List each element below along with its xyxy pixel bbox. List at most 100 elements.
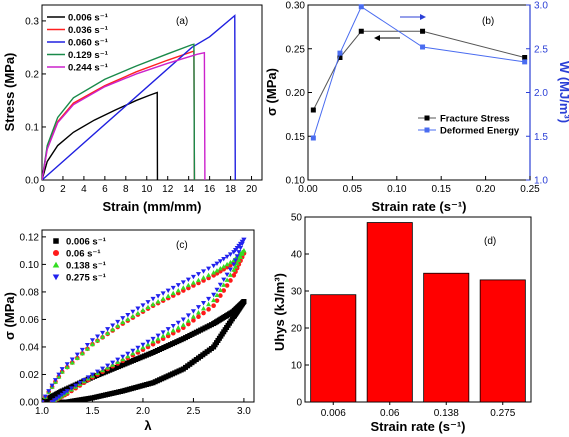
panel-c-point — [221, 277, 227, 283]
panel-b-xlabel: Strain rate (s⁻¹) — [372, 199, 467, 214]
panel-a-ylabel: Stress (MPa) — [2, 53, 17, 132]
panel-c-point — [120, 354, 126, 360]
panel-c-point — [211, 270, 217, 275]
panel-c-point — [150, 336, 156, 342]
panel-c-point — [115, 357, 121, 363]
panel-c-point — [190, 274, 196, 280]
panel-c-y-tick-label: 0.08 — [20, 287, 40, 298]
panel-a-x-tick-label: 6 — [102, 184, 108, 195]
panel-d-x-tick-label: 0.06 — [380, 408, 400, 419]
panel-b-point — [337, 50, 343, 56]
panel-c-point — [105, 363, 111, 369]
panel-c-legend-marker — [52, 274, 60, 281]
panel-a: 0 2 4 6 8 10 12 14 16 18 20 0.0 0.1 0.2 0.3 0.006 s⁻¹… — [2, 4, 263, 214]
panel-c-y-tick-label: 0.04 — [20, 342, 40, 353]
panel-c-point — [214, 268, 220, 273]
panel-c-point — [206, 301, 212, 307]
panel-c-point — [145, 339, 151, 345]
panel-c-point — [95, 334, 101, 339]
panel-c-point — [155, 299, 161, 304]
panel-c-point — [165, 327, 171, 332]
panel-a-x-tick-label: 4 — [81, 184, 87, 195]
panel-c-x-tick-label: 3.0 — [237, 406, 251, 417]
panel-c-legend-label: 0.06 s⁻¹ — [66, 249, 101, 260]
panel-a-xlabel: Strain (mm/mm) — [103, 199, 202, 214]
panel-d-y-tick-label: 30 — [291, 287, 303, 298]
panel-a-y-tick-label: 0.0 — [25, 176, 39, 187]
panel-c-point — [42, 400, 45, 402]
panel-a-x-tick-label: 8 — [123, 184, 129, 195]
panel-b-y-tick-label: 0.30 — [286, 1, 306, 12]
panel-c-point — [105, 327, 111, 332]
panel-a-x-tick-label: 12 — [162, 184, 174, 195]
panel-c-point — [120, 319, 126, 325]
panel-c-point — [227, 267, 233, 272]
panel-a-x-tick-label: 16 — [204, 184, 216, 195]
panel-c-point — [185, 282, 191, 288]
panel-d-bar — [423, 272, 470, 403]
panel-c-point — [180, 322, 186, 327]
panel-c-point — [57, 394, 63, 400]
panel-c-point — [191, 318, 196, 323]
panel-c-point — [89, 341, 95, 347]
panel-c-point — [84, 343, 90, 348]
panel-c-point — [52, 378, 58, 383]
panel-b-legend-marker — [424, 127, 430, 133]
panel-d: 0 10 20 30 40 50 0.006 0.06 0.138 0.275 (d) Stra… — [272, 213, 532, 434]
panel-c-point — [89, 372, 95, 377]
panel-a-series-line-0 — [42, 91, 159, 180]
panel-c-x-tick-label: 2.0 — [136, 406, 150, 417]
panel-c-point — [140, 307, 146, 313]
panel-b-y-tick-label: 0.20 — [286, 88, 306, 99]
panel-b-y2-tick-label: 1.5 — [534, 132, 548, 143]
panel-a-x-tick-label: 10 — [141, 184, 153, 195]
panel-c-point — [195, 305, 201, 310]
panel-c-point — [140, 303, 146, 308]
panel-b-point — [310, 107, 316, 113]
panel-d-plot-area — [304, 216, 532, 403]
panel-c-point — [190, 309, 196, 314]
panel-c-point — [46, 389, 52, 394]
panel-c-x-tick-label: 2.5 — [186, 406, 200, 417]
panel-c-point — [238, 245, 244, 251]
panel-c-point — [228, 278, 233, 283]
panel-c-point — [227, 252, 233, 257]
panel-b-y2-tick-label: 3.0 — [534, 1, 548, 12]
panel-a-x-tick-label: 18 — [225, 184, 237, 195]
panel-c-y-tick-label: 0.02 — [20, 370, 40, 381]
panel-c-point — [160, 330, 166, 335]
panel-d-y-tick-label: 10 — [291, 361, 303, 372]
panel-c-point — [95, 338, 101, 343]
panel-c-point — [145, 300, 151, 305]
panel-c-point — [236, 250, 242, 255]
panel-b-legend-label: Deformed Energy — [440, 126, 520, 137]
panel-c-point — [214, 261, 220, 267]
panel-c-point — [231, 273, 237, 278]
panel-c-point — [69, 357, 75, 362]
panel-b-x-tick-label: 0.20 — [476, 184, 496, 195]
panel-c-point — [160, 333, 166, 338]
panel-c-point — [120, 316, 126, 321]
panel-d-label: (d) — [484, 236, 496, 247]
panel-c-point — [185, 277, 191, 283]
panel-c-point — [165, 288, 171, 294]
panel-c-legend-marker — [52, 261, 60, 268]
panel-c-point — [214, 298, 220, 303]
panel-c-point — [74, 355, 80, 360]
panel-c-point — [211, 292, 217, 298]
panel-c-point — [155, 333, 161, 339]
panel-c-point — [54, 396, 60, 401]
panel-c-point — [232, 264, 239, 269]
panel-b-y-tick-label: 0.15 — [286, 132, 306, 143]
panel-d-x-tick-label: 0.275 — [490, 408, 515, 419]
panel-b-arrow-right — [400, 14, 426, 20]
panel-d-bar — [479, 279, 526, 403]
panel-c-point — [170, 323, 176, 329]
panel-c-point — [130, 348, 136, 354]
panel-a-x-tick-label: 14 — [183, 184, 195, 195]
panel-a-legend-label: 0.006 s⁻¹ — [68, 13, 108, 24]
panel-c-point — [206, 296, 212, 302]
panel-b-y2-tick-label: 1.0 — [534, 176, 548, 187]
panel-c-point — [180, 285, 186, 290]
